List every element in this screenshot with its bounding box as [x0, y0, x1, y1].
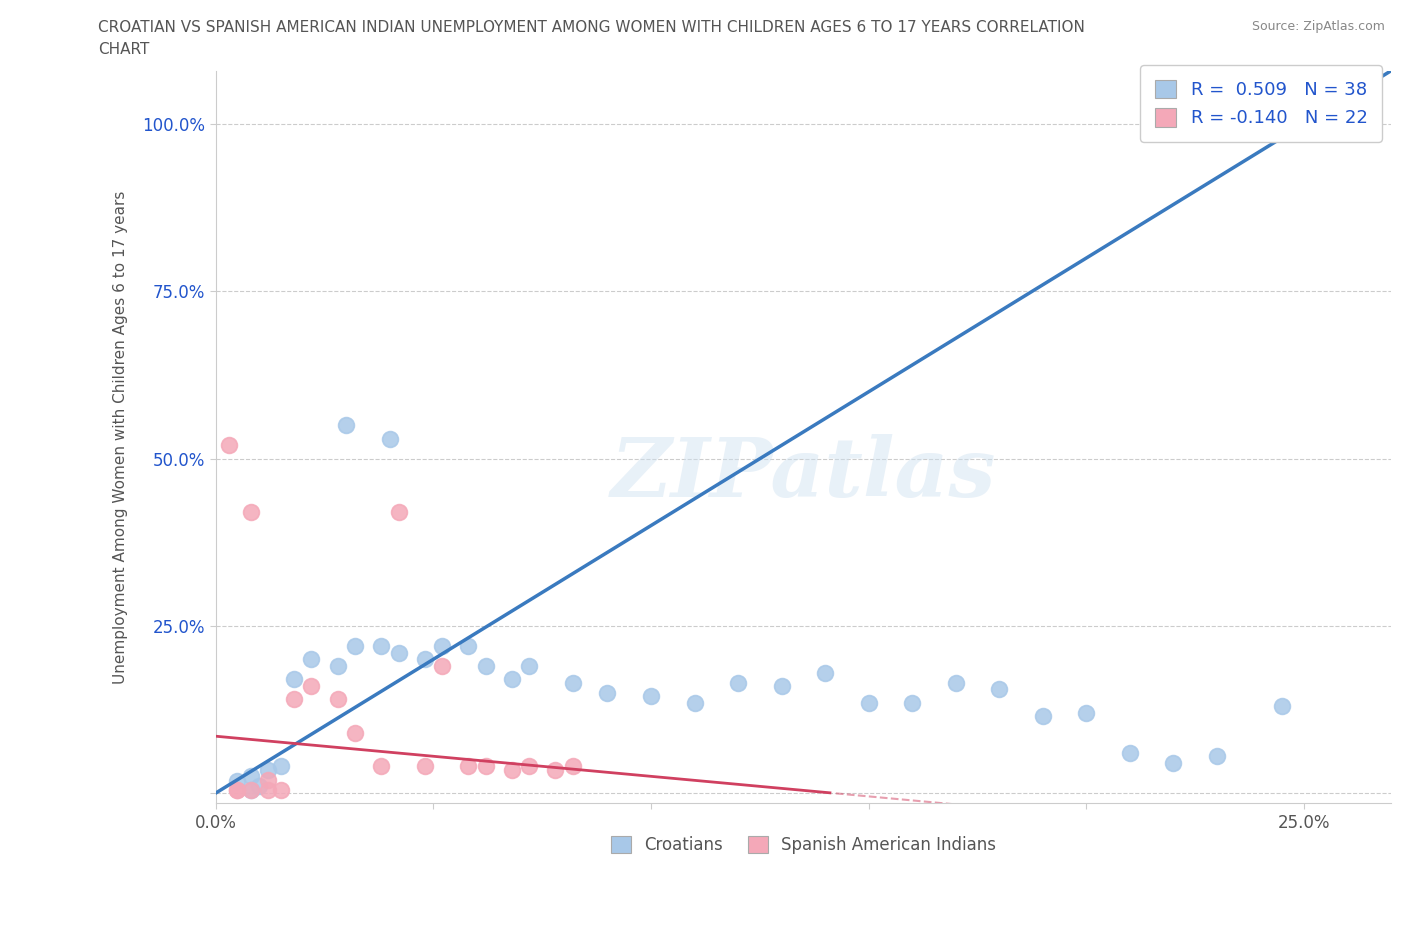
Point: [239, 769, 262, 784]
Point: [413, 652, 436, 667]
Point: [596, 685, 619, 700]
Point: [218, 438, 240, 453]
Point: [640, 688, 662, 703]
Point: [1271, 698, 1294, 713]
Point: [901, 696, 924, 711]
Point: [814, 665, 837, 680]
Point: [1205, 749, 1227, 764]
Point: [283, 692, 305, 707]
Point: [1119, 746, 1142, 761]
Y-axis label: Unemployment Among Women with Children Ages 6 to 17 years: Unemployment Among Women with Children A…: [114, 191, 128, 684]
Point: [239, 782, 262, 797]
Text: CHART: CHART: [98, 42, 150, 57]
Point: [239, 505, 262, 520]
Point: [457, 759, 479, 774]
Text: CROATIAN VS SPANISH AMERICAN INDIAN UNEMPLOYMENT AMONG WOMEN WITH CHILDREN AGES : CROATIAN VS SPANISH AMERICAN INDIAN UNEM…: [98, 20, 1085, 35]
Point: [561, 675, 583, 690]
Point: [474, 658, 496, 673]
Point: [283, 672, 305, 687]
Point: [770, 679, 793, 694]
Text: Source: ZipAtlas.com: Source: ZipAtlas.com: [1251, 20, 1385, 33]
Point: [858, 696, 880, 711]
Point: [370, 639, 392, 654]
Point: [501, 672, 523, 687]
Point: [344, 639, 367, 654]
Point: [517, 759, 540, 774]
Point: [226, 782, 249, 797]
Point: [370, 759, 392, 774]
Point: [270, 759, 292, 774]
Point: [544, 763, 567, 777]
Point: [387, 505, 409, 520]
Point: [326, 658, 349, 673]
Point: [1076, 705, 1098, 720]
Point: [257, 772, 280, 787]
Point: [413, 759, 436, 774]
Legend: Croatians, Spanish American Indians: Croatians, Spanish American Indians: [605, 830, 1002, 860]
Point: [561, 759, 583, 774]
Point: [301, 652, 323, 667]
Point: [239, 782, 262, 797]
Point: [988, 682, 1011, 697]
Point: [226, 774, 249, 789]
Point: [430, 639, 453, 654]
Point: [430, 658, 453, 673]
Point: [326, 692, 349, 707]
Point: [474, 759, 496, 774]
Point: [501, 763, 523, 777]
Point: [344, 725, 367, 740]
Point: [1032, 709, 1054, 724]
Text: ZIPatlas: ZIPatlas: [610, 433, 995, 513]
Point: [457, 639, 479, 654]
Point: [727, 675, 749, 690]
Point: [226, 782, 249, 797]
Point: [1163, 755, 1185, 770]
Point: [683, 696, 706, 711]
Point: [1249, 117, 1271, 132]
Point: [378, 432, 401, 446]
Point: [387, 645, 409, 660]
Point: [247, 779, 270, 794]
Point: [301, 679, 323, 694]
Point: [257, 782, 280, 797]
Point: [945, 675, 967, 690]
Point: [517, 658, 540, 673]
Point: [270, 782, 292, 797]
Point: [257, 763, 280, 777]
Point: [335, 418, 357, 432]
